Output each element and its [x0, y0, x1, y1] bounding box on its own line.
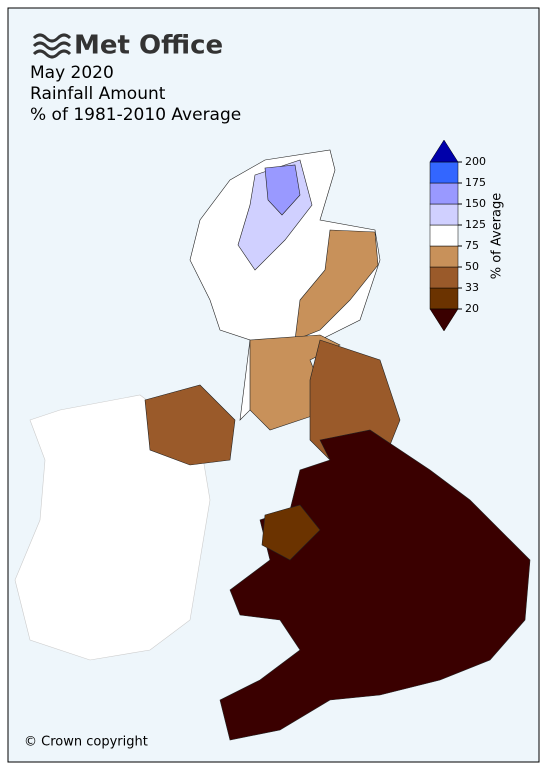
- colorbar-band: [429, 203, 459, 226]
- colorbar-tick-label: 200: [465, 155, 486, 168]
- colorbar-band: [429, 266, 459, 289]
- logo-icon: [32, 33, 72, 59]
- colorbar-band: [429, 245, 459, 268]
- colorbar-extend-low: [429, 308, 459, 332]
- colorbar-tick-label: 75: [465, 239, 479, 252]
- colorbar-label: % of Average: [490, 193, 505, 280]
- map-region: [261, 504, 321, 561]
- title-line: May 2020: [30, 63, 114, 83]
- colorbar-band: [429, 224, 459, 247]
- copyright: © Crown copyright: [24, 735, 148, 750]
- colorbar-band: [429, 287, 459, 310]
- colorbar-tick-label: 175: [465, 176, 486, 189]
- colorbar: 20 33 50 75 125 150 175 200: [429, 139, 486, 332]
- colorbar-tick-label: 20: [465, 302, 479, 315]
- colorbar-extend-high: [429, 139, 459, 163]
- colorbar-band: [429, 182, 459, 205]
- title-line: Rainfall Amount: [30, 84, 166, 104]
- title-line: % of 1981-2010 Average: [30, 105, 241, 125]
- map-region: [294, 229, 379, 341]
- map-region: [264, 164, 301, 216]
- brand: Met Office: [74, 31, 223, 61]
- map-region: [144, 384, 236, 466]
- rainfall-map: [14, 149, 531, 741]
- colorbar-tick-label: 150: [465, 197, 486, 210]
- colorbar-tick-label: 125: [465, 218, 486, 231]
- colorbar-band: [429, 161, 459, 184]
- colorbar-tick-label: 50: [465, 260, 479, 273]
- colorbar-tick-label: 33: [465, 281, 479, 294]
